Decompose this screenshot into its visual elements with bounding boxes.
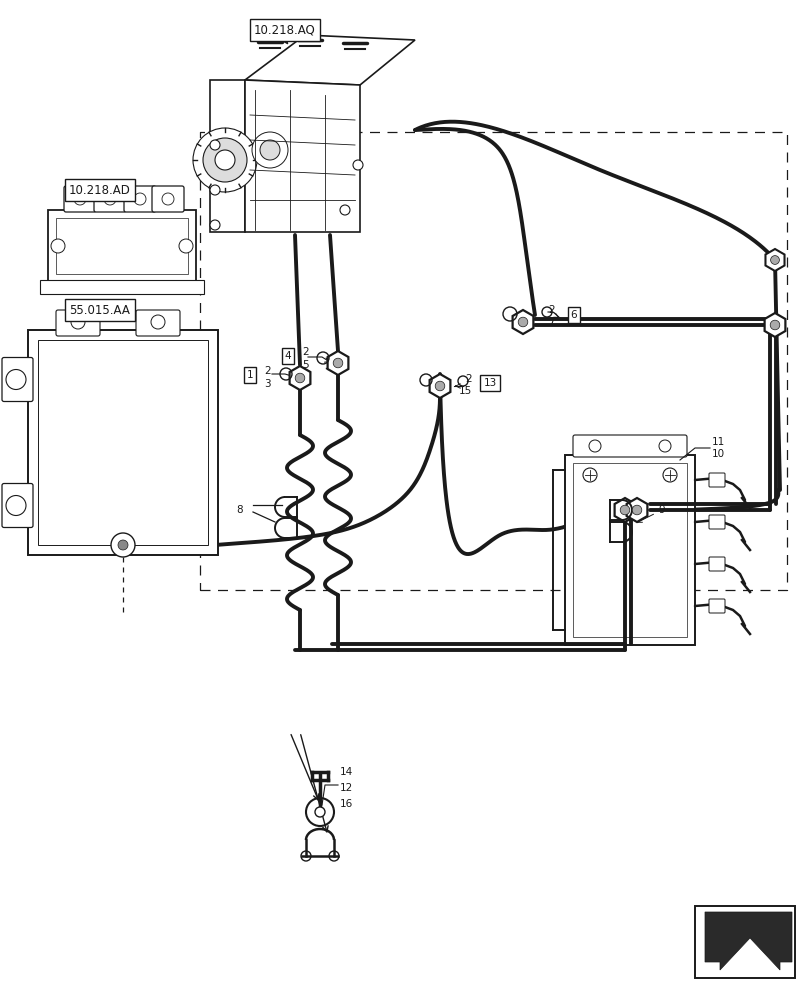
Circle shape bbox=[770, 320, 779, 330]
FancyBboxPatch shape bbox=[708, 599, 724, 613]
Circle shape bbox=[517, 317, 527, 327]
Polygon shape bbox=[245, 35, 414, 85]
Circle shape bbox=[333, 358, 342, 368]
Text: 10.218.AQ: 10.218.AQ bbox=[254, 24, 315, 37]
FancyBboxPatch shape bbox=[124, 186, 156, 212]
FancyBboxPatch shape bbox=[2, 358, 33, 401]
Circle shape bbox=[770, 256, 779, 264]
Text: 10.218.AD: 10.218.AD bbox=[69, 184, 131, 197]
FancyBboxPatch shape bbox=[708, 473, 724, 487]
Text: 7: 7 bbox=[547, 317, 554, 327]
Text: 3: 3 bbox=[264, 379, 270, 389]
FancyBboxPatch shape bbox=[56, 218, 188, 274]
Circle shape bbox=[663, 468, 676, 482]
Circle shape bbox=[582, 468, 596, 482]
Polygon shape bbox=[765, 249, 783, 271]
FancyBboxPatch shape bbox=[564, 455, 694, 645]
Text: 5: 5 bbox=[302, 360, 308, 370]
FancyBboxPatch shape bbox=[573, 435, 686, 457]
Polygon shape bbox=[626, 498, 646, 522]
Text: 15: 15 bbox=[458, 386, 471, 396]
Circle shape bbox=[210, 140, 220, 150]
Polygon shape bbox=[764, 313, 784, 337]
Text: 10: 10 bbox=[711, 449, 724, 459]
Text: 13: 13 bbox=[483, 378, 496, 388]
FancyBboxPatch shape bbox=[152, 186, 184, 212]
Circle shape bbox=[340, 205, 350, 215]
Circle shape bbox=[111, 533, 135, 557]
Polygon shape bbox=[614, 498, 635, 522]
Circle shape bbox=[134, 193, 146, 205]
Text: 2: 2 bbox=[547, 305, 554, 315]
FancyBboxPatch shape bbox=[708, 515, 724, 529]
FancyBboxPatch shape bbox=[28, 330, 217, 555]
Text: 11: 11 bbox=[711, 437, 724, 447]
Text: 12: 12 bbox=[340, 783, 353, 793]
Circle shape bbox=[162, 193, 174, 205]
Circle shape bbox=[210, 185, 220, 195]
Circle shape bbox=[74, 193, 86, 205]
Polygon shape bbox=[245, 80, 359, 232]
FancyBboxPatch shape bbox=[48, 210, 195, 282]
Circle shape bbox=[315, 807, 324, 817]
FancyBboxPatch shape bbox=[56, 310, 100, 336]
Polygon shape bbox=[327, 351, 348, 375]
FancyBboxPatch shape bbox=[708, 557, 724, 571]
Circle shape bbox=[178, 239, 193, 253]
Text: 2: 2 bbox=[465, 374, 471, 384]
Circle shape bbox=[251, 132, 288, 168]
Circle shape bbox=[295, 373, 304, 383]
Text: 9: 9 bbox=[657, 505, 664, 515]
Circle shape bbox=[353, 160, 363, 170]
Text: 14: 14 bbox=[340, 767, 353, 777]
FancyBboxPatch shape bbox=[38, 340, 208, 545]
Polygon shape bbox=[704, 912, 791, 970]
Circle shape bbox=[210, 220, 220, 230]
Text: 6: 6 bbox=[570, 310, 577, 320]
Text: 55.015.AA: 55.015.AA bbox=[70, 304, 131, 316]
FancyBboxPatch shape bbox=[40, 280, 204, 294]
FancyBboxPatch shape bbox=[64, 186, 96, 212]
Circle shape bbox=[632, 505, 641, 515]
Polygon shape bbox=[512, 310, 533, 334]
Text: 1: 1 bbox=[247, 370, 253, 380]
Circle shape bbox=[435, 381, 444, 391]
Circle shape bbox=[215, 150, 234, 170]
FancyBboxPatch shape bbox=[2, 484, 33, 528]
FancyBboxPatch shape bbox=[573, 463, 686, 637]
Polygon shape bbox=[290, 366, 310, 390]
Circle shape bbox=[203, 138, 247, 182]
Polygon shape bbox=[210, 80, 245, 232]
FancyBboxPatch shape bbox=[135, 310, 180, 336]
Text: 4: 4 bbox=[285, 351, 291, 361]
Polygon shape bbox=[429, 374, 450, 398]
Text: 2: 2 bbox=[302, 347, 308, 357]
Text: 16: 16 bbox=[340, 799, 353, 809]
Circle shape bbox=[620, 505, 629, 515]
FancyBboxPatch shape bbox=[694, 906, 794, 978]
Circle shape bbox=[51, 239, 65, 253]
Circle shape bbox=[193, 128, 257, 192]
Text: 2: 2 bbox=[264, 366, 270, 376]
Text: 8: 8 bbox=[236, 505, 243, 515]
Circle shape bbox=[260, 140, 280, 160]
FancyBboxPatch shape bbox=[94, 186, 126, 212]
Circle shape bbox=[118, 540, 128, 550]
Circle shape bbox=[104, 193, 116, 205]
